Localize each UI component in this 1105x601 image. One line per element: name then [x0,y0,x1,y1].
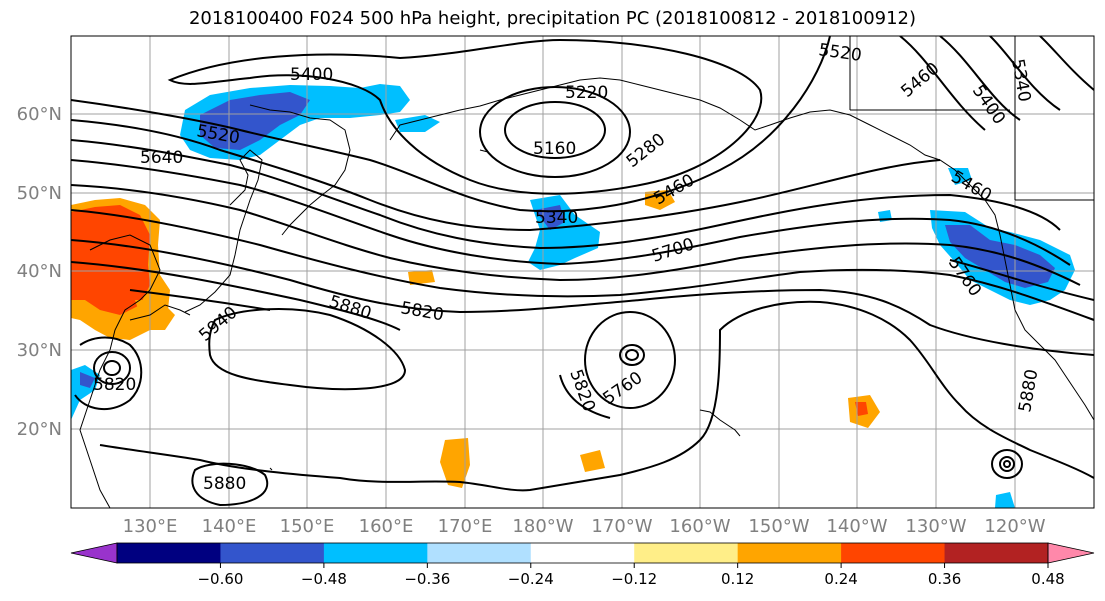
lat-label: 40°N [17,261,62,282]
colorbar-swatch [323,543,428,563]
colorbar-tick-label: 0.48 [1031,570,1064,588]
lon-label: 130°W [905,516,966,537]
height-contours [71,36,1094,507]
colorbar: −0.60 −0.48 −0.36 −0.24 −0.12 0.12 0.24 0.36 0.4… [70,542,1095,588]
colorbar-swatch [634,543,739,563]
map-title: 2018100400 F024 500 hPa height, precipit… [188,8,917,29]
contour-label: 5220 [565,83,608,103]
colorbar-swatch [220,543,325,563]
colorbar-swatch [737,543,842,563]
contour-label: 5640 [140,148,183,168]
lon-label: 170°E [438,516,493,537]
colorbar-swatch [427,543,532,563]
precipitation-shading [71,84,1075,508]
colorbar-tick-label: −0.36 [404,570,450,588]
colorbar-extend-low [70,542,118,564]
colorbar-tick-label: 0.12 [721,570,754,588]
plot-frame [70,35,1095,509]
lon-label: 120°W [984,516,1045,537]
lat-label: 60°N [17,104,62,125]
contour-label: 5340 [535,208,578,228]
lat-label: 20°N [17,419,62,440]
colorbar-swatch [117,543,221,563]
lon-label: 130°E [123,516,178,537]
lat-label: 50°N [17,183,62,204]
lon-label: 140°E [202,516,257,537]
colorbar-tick-label: −0.60 [197,570,243,588]
lat-label: 30°N [17,340,62,361]
lon-label: 170°W [591,516,652,537]
lon-label: 160°W [669,516,730,537]
colorbar-tick-label: 0.24 [824,570,857,588]
colorbar-swatch [841,543,946,563]
coastlines [79,36,1094,508]
colorbar-swatch [944,543,1049,563]
latitude-labels: 20°N 30°N 40°N 50°N 60°N [17,104,62,440]
colorbar-tick-label: −0.12 [611,570,657,588]
lon-label: 180°W [512,516,573,537]
lon-label: 150°E [280,516,335,537]
lon-label: 150°W [748,516,809,537]
colorbar-extend-high [1047,542,1095,564]
colorbar-tick-label: −0.24 [508,570,554,588]
colorbar-frame [116,542,1049,564]
lon-label: 160°E [359,516,414,537]
contour-label: 5820 [93,375,136,395]
contour-label: 5400 [290,65,333,85]
contour-label: 5160 [533,139,576,159]
colorbar-swatch [530,543,635,563]
longitude-labels: 130°E 140°E 150°E 160°E 170°E 180°W 170°… [123,516,1046,537]
colorbar-tick-label: −0.48 [301,570,347,588]
graticule [71,36,1094,508]
lon-label: 140°W [826,516,887,537]
colorbar-tick-label: 0.36 [928,570,961,588]
contour-label: 5880 [203,474,246,494]
